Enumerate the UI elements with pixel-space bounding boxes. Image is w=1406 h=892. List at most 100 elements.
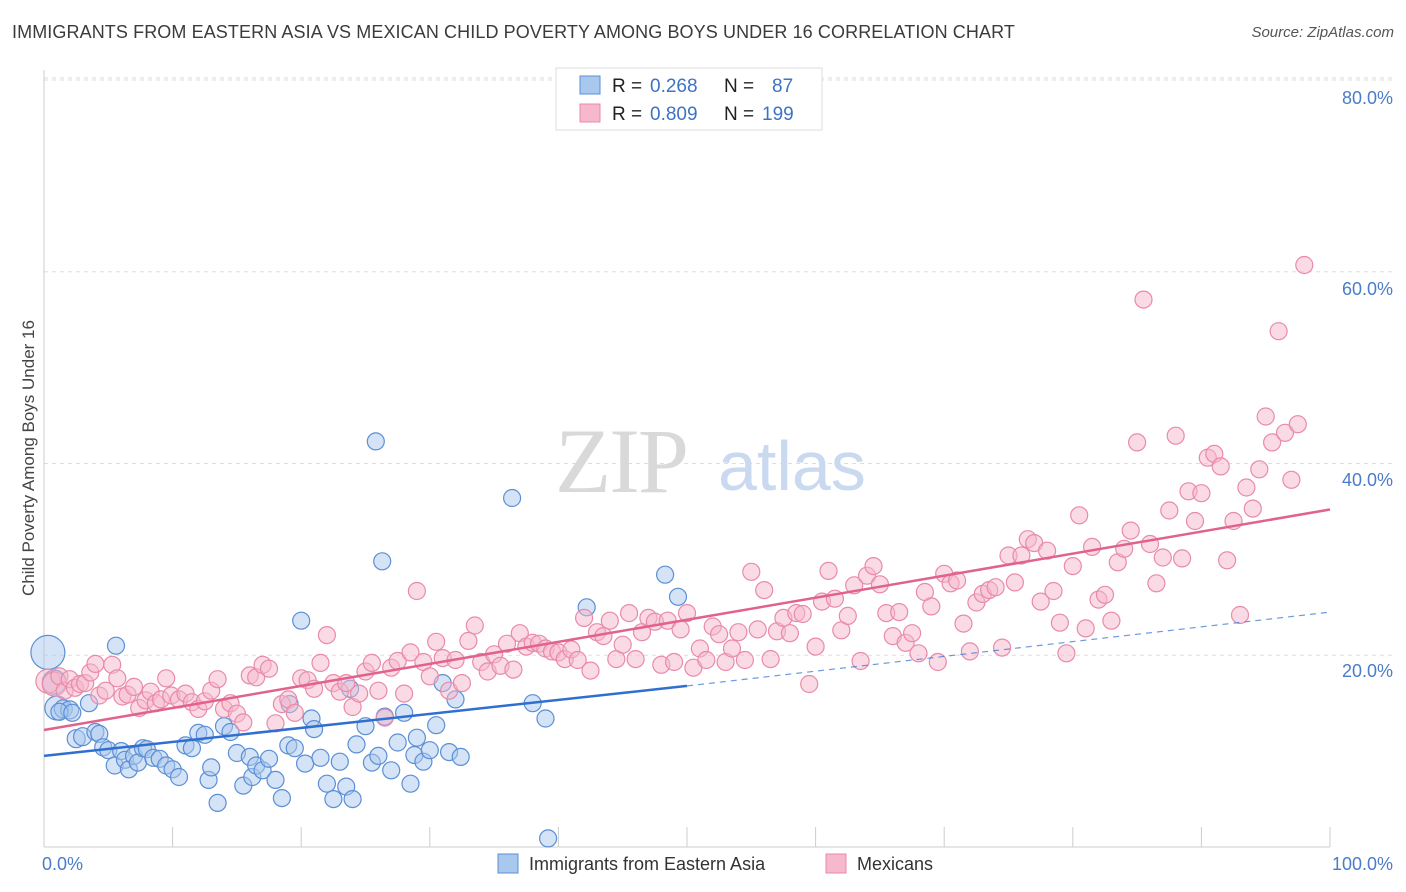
point-eastern-asia-70 bbox=[407, 728, 426, 747]
point-mexicans-154 bbox=[1005, 573, 1025, 592]
bottom-legend: Immigrants from Eastern Asia Mexicans bbox=[497, 853, 933, 874]
point-mexicans-93 bbox=[613, 635, 632, 654]
point-mexicans-193 bbox=[1256, 407, 1275, 426]
y-tick-label-60: 60.0% bbox=[1342, 279, 1393, 299]
point-eastern-asia-84 bbox=[668, 587, 688, 606]
watermark-zip: ZIP bbox=[555, 410, 687, 512]
point-eastern-asia-57 bbox=[343, 789, 362, 809]
bottom-legend-label-blue: Immigrants from Eastern Asia bbox=[529, 854, 766, 874]
point-mexicans-196 bbox=[1275, 423, 1295, 442]
y-tick-label-20: 20.0% bbox=[1342, 661, 1393, 681]
point-mexicans-119 bbox=[780, 624, 800, 643]
point-mexicans-146 bbox=[954, 614, 973, 633]
point-mexicans-121 bbox=[793, 604, 812, 624]
point-mexicans-161 bbox=[1050, 613, 1070, 632]
point-mexicans-197 bbox=[1282, 470, 1301, 489]
point-mexicans-115 bbox=[755, 580, 774, 600]
legend-swatch-pink bbox=[579, 103, 601, 123]
point-mexicans-106 bbox=[697, 650, 716, 670]
bottom-legend-label-pink: Mexicans bbox=[857, 854, 933, 874]
point-mexicans-61 bbox=[407, 581, 426, 601]
trend-line-eastern-asia-extension bbox=[686, 611, 1331, 687]
bottom-legend-swatch-pink bbox=[825, 853, 847, 874]
point-eastern-asia-45 bbox=[285, 739, 304, 758]
point-mexicans-187 bbox=[1217, 551, 1237, 570]
point-mexicans-151 bbox=[986, 578, 1005, 597]
point-eastern-asia-77 bbox=[451, 747, 470, 767]
point-mexicans-75 bbox=[497, 634, 517, 653]
point-mexicans-114 bbox=[748, 620, 767, 639]
point-mexicans-194 bbox=[1262, 433, 1282, 452]
point-mexicans-111 bbox=[729, 623, 748, 642]
point-mexicans-155 bbox=[1012, 546, 1031, 565]
point-mexicans-166 bbox=[1082, 537, 1102, 557]
y-tick-labels: 80.0% 60.0% 40.0% 20.0% bbox=[1342, 88, 1393, 681]
point-mexicans-195 bbox=[1269, 322, 1288, 341]
point-mexicans-52 bbox=[350, 684, 369, 703]
point-eastern-asia-54 bbox=[330, 752, 349, 771]
source-credit: Source: ZipAtlas.com bbox=[1251, 24, 1394, 41]
point-mexicans-169 bbox=[1102, 611, 1121, 630]
point-mexicans-152 bbox=[992, 638, 1012, 657]
point-mexicans-47 bbox=[317, 625, 336, 645]
legend-swatch-blue bbox=[579, 75, 601, 95]
point-mexicans-54 bbox=[362, 653, 381, 673]
point-mexicans-145 bbox=[947, 571, 967, 590]
point-mexicans-86 bbox=[568, 650, 587, 670]
point-eastern-asia-72 bbox=[420, 741, 439, 760]
point-mexicans-122 bbox=[800, 674, 819, 694]
point-mexicans-95 bbox=[626, 649, 645, 669]
watermark: ZIP atlas bbox=[555, 410, 866, 512]
legend-r-label-pink: R = bbox=[612, 104, 642, 125]
point-mexicans-68 bbox=[452, 673, 471, 693]
point-eastern-asia-31 bbox=[202, 758, 221, 777]
point-mexicans-69 bbox=[459, 631, 478, 651]
point-mexicans-136 bbox=[890, 602, 909, 622]
point-mexicans-112 bbox=[735, 650, 755, 670]
point-mexicans-163 bbox=[1063, 556, 1082, 576]
point-mexicans-9 bbox=[86, 654, 105, 674]
x-tick-label-100: 100.0% bbox=[1332, 854, 1393, 874]
point-eastern-asia-81 bbox=[538, 829, 558, 848]
point-mexicans-175 bbox=[1140, 534, 1160, 554]
point-mexicans-128 bbox=[838, 606, 857, 626]
point-mexicans-113 bbox=[742, 562, 761, 581]
legend-n-label-blue: N = bbox=[724, 76, 754, 97]
point-mexicans-132 bbox=[864, 556, 883, 576]
point-mexicans-123 bbox=[806, 637, 825, 656]
x-tick-label-0: 0.0% bbox=[42, 854, 83, 874]
point-mexicans-182 bbox=[1185, 511, 1205, 531]
point-eastern-asia-43 bbox=[272, 788, 291, 808]
point-eastern-asia-51 bbox=[311, 748, 330, 767]
point-eastern-asia-29 bbox=[195, 725, 214, 744]
point-mexicans-87 bbox=[574, 608, 594, 628]
stats-legend: R = 0.268 N = 87 R = 0.809 N = 199 bbox=[555, 67, 823, 131]
point-eastern-asia-41 bbox=[259, 749, 279, 768]
point-eastern-asia-0 bbox=[30, 634, 66, 671]
point-mexicans-139 bbox=[909, 644, 928, 663]
point-mexicans-178 bbox=[1160, 501, 1179, 520]
point-mexicans-16 bbox=[124, 677, 144, 697]
bottom-legend-swatch-blue bbox=[497, 853, 519, 874]
point-mexicans-164 bbox=[1070, 506, 1089, 525]
point-mexicans-42 bbox=[285, 703, 304, 722]
point-eastern-asia-73 bbox=[427, 716, 446, 735]
point-eastern-asia-65 bbox=[382, 761, 401, 780]
point-eastern-asia-52 bbox=[317, 774, 336, 793]
point-eastern-asia-50 bbox=[305, 719, 324, 739]
y-axis-label: Child Poverty Among Boys Under 16 bbox=[19, 320, 38, 596]
y-tick-label-40: 40.0% bbox=[1342, 470, 1393, 490]
point-eastern-asia-86 bbox=[63, 703, 82, 722]
x-tick-labels: 0.0% 100.0% bbox=[42, 854, 1393, 874]
point-eastern-asia-58 bbox=[347, 735, 366, 754]
point-eastern-asia-66 bbox=[388, 733, 407, 752]
point-eastern-asia-80 bbox=[536, 709, 555, 728]
point-mexicans-63 bbox=[420, 667, 439, 686]
point-eastern-asia-62 bbox=[366, 432, 385, 451]
legend-r-value-blue: 0.268 bbox=[650, 76, 698, 97]
point-mexicans-138 bbox=[902, 624, 922, 643]
series-mexicans bbox=[35, 255, 1314, 733]
point-mexicans-30 bbox=[208, 670, 227, 689]
point-mexicans-179 bbox=[1166, 426, 1185, 445]
